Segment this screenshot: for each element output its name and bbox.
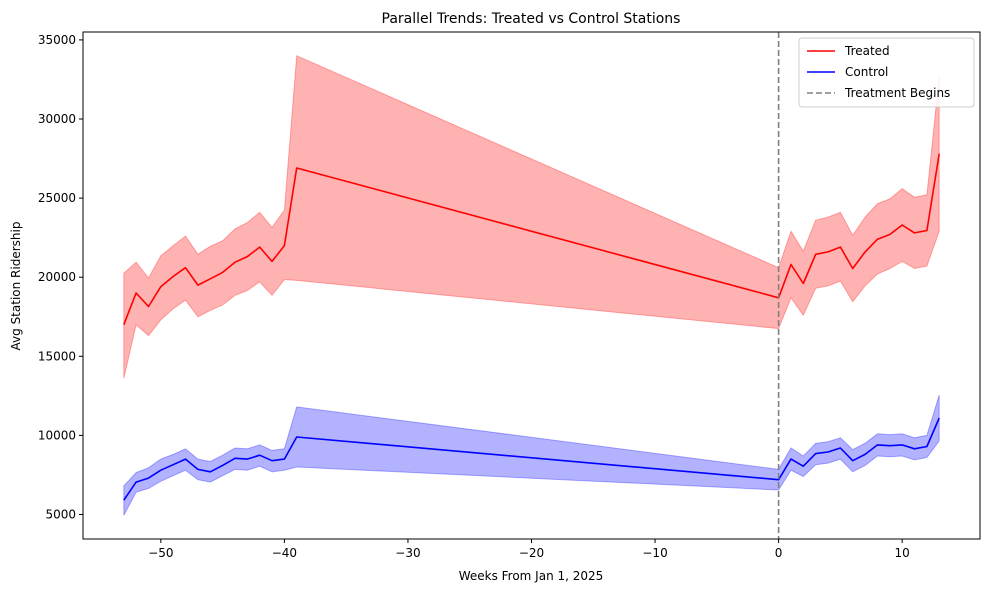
y-tick-label: 15000 [38, 349, 76, 363]
x-tick-label: 10 [895, 546, 910, 560]
plot-area [123, 32, 940, 539]
band-control [123, 394, 940, 516]
legend: Treated Control Treatment Begins [798, 37, 975, 108]
x-tick-label: −30 [395, 546, 420, 560]
legend-label-2: Treatment Begins [844, 86, 950, 100]
legend-label-0: Treated [844, 44, 890, 58]
x-tick-label: −50 [148, 546, 173, 560]
x-axis-label: Weeks From Jan 1, 2025 [459, 569, 604, 583]
x-tick-label: −10 [642, 546, 667, 560]
legend-box [798, 37, 975, 108]
chart-title: Parallel Trends: Treated vs Control Stat… [382, 11, 681, 27]
y-tick-label: 25000 [38, 191, 76, 205]
y-tick-label: 30000 [38, 112, 76, 126]
series-line-control [123, 417, 940, 501]
x-tick-label: −20 [519, 546, 544, 560]
y-tick-label: 35000 [38, 33, 76, 47]
ticks: −50 −40 −30 −20 −10 0 10 5000 10000 15000 20000 250… [38, 33, 910, 560]
x-tick-label: −40 [272, 546, 297, 560]
legend-label-1: Control [845, 65, 888, 79]
x-tick-label: 0 [775, 546, 783, 560]
y-tick-label: 20000 [38, 270, 76, 284]
y-tick-label: 5000 [45, 507, 76, 521]
band-treated [123, 54, 940, 379]
series-line-treated [123, 153, 940, 325]
y-tick-label: 10000 [38, 428, 76, 442]
y-axis-label: Avg Station Ridership [9, 222, 23, 351]
